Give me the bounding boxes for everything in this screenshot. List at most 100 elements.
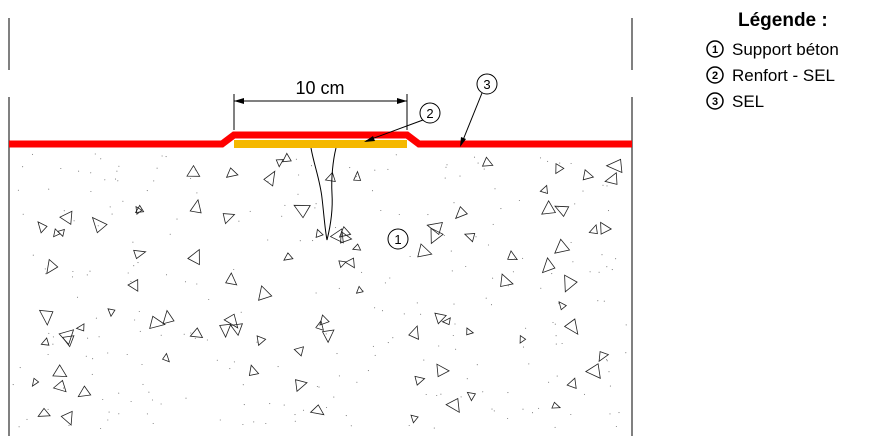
aggregate-dot [161, 155, 163, 157]
aggregate-dot [557, 302, 560, 304]
legend-item-2-circle [706, 66, 724, 84]
aggregate-stone [539, 184, 548, 195]
aggregate-dot [345, 415, 347, 417]
aggregate-dot [615, 425, 617, 428]
aggregate-dot [597, 300, 599, 302]
aggregate-stone [60, 410, 73, 426]
aggregate-stone [52, 379, 67, 393]
aggregate-dot [477, 162, 479, 164]
aggregate-stone [31, 377, 40, 387]
aggregate-dot [450, 250, 452, 252]
aggregate-dot [436, 394, 438, 397]
aggregate-dot [45, 273, 47, 275]
aggregate-dot [618, 412, 620, 414]
aggregate-stone [338, 225, 352, 238]
aggregate-dot [277, 366, 279, 368]
aggregate-stone [338, 260, 347, 269]
aggregate-stone [445, 397, 460, 414]
aggregate-stone [59, 210, 73, 226]
legend-item-2-number: 2 [712, 70, 718, 82]
aggregate-dot [606, 266, 608, 268]
aggregate-dot [387, 168, 389, 170]
aggregate-dot [312, 240, 314, 242]
aggregate-dot [538, 407, 540, 409]
aggregate-stone [281, 152, 292, 163]
aggregate-dot [492, 277, 494, 279]
aggregate-stone [604, 172, 618, 185]
aggregate-stone [283, 252, 294, 261]
aggregate-stone [275, 159, 285, 168]
aggregate-dot [233, 268, 235, 271]
aggregate-dot [310, 165, 313, 167]
aggregate-dot [98, 336, 100, 338]
aggregate-dot [92, 358, 94, 360]
aggregate-dot [90, 190, 92, 193]
aggregate-dot [315, 292, 317, 294]
aggregate-stone [315, 228, 324, 239]
aggregate-stone [329, 228, 344, 244]
aggregate-stone [353, 170, 362, 181]
aggregate-dot [63, 210, 65, 212]
aggregate-dot [19, 367, 21, 369]
aggregate-stone [46, 258, 59, 275]
aggregate-dot [603, 300, 605, 302]
aggregate-stone [134, 204, 145, 213]
aggregate-stone [56, 228, 65, 238]
aggregate-dot [302, 409, 305, 411]
aggregate-dot [133, 265, 135, 267]
aggregate-dot [184, 281, 187, 283]
aggregate-dot [126, 353, 128, 356]
aggregate-dot [117, 180, 119, 182]
aggregate-dot [216, 359, 218, 361]
aggregate-dot [625, 324, 627, 326]
aggregate-stone [133, 249, 147, 260]
aggregate-dot [452, 334, 454, 337]
legend: Légende : 1 Support béton 2 Renfort - SE… [706, 10, 839, 111]
aggregate-stone [551, 401, 562, 409]
aggregate-dot [445, 166, 447, 168]
aggregate-dot [146, 413, 148, 415]
aggregate-dot [606, 185, 608, 187]
aggregate-dot [381, 310, 384, 312]
aggregate-stone [351, 243, 362, 251]
aggregate-dot [561, 342, 563, 345]
aggregate-dot [269, 403, 271, 405]
concrete-aggregate-texture [12, 152, 627, 430]
aggregate-dot [87, 337, 89, 339]
aggregate-dot [525, 327, 527, 329]
aggregate-dot [196, 283, 198, 285]
aggregate-dot [458, 408, 460, 410]
aggregate-dot [427, 214, 429, 216]
aggregate-dot [116, 170, 118, 172]
aggregate-stone [454, 205, 469, 220]
aggregate-dot [333, 396, 335, 398]
aggregate-stone [563, 318, 579, 335]
aggregate-dot [556, 375, 558, 377]
aggregate-dot [240, 311, 242, 313]
aggregate-dot [242, 423, 244, 426]
legend-item-3-circle [706, 92, 724, 110]
aggregate-dot [466, 378, 468, 380]
aggregate-dot [299, 240, 301, 242]
aggregate-dot [141, 363, 143, 366]
aggregate-stone [223, 313, 239, 329]
aggregate-dot [130, 280, 132, 282]
aggregate-stone [564, 274, 578, 293]
aggregate-dot [90, 172, 92, 174]
callout-1-number: 1 [394, 232, 401, 247]
aggregate-dot [107, 352, 109, 354]
aggregate-dot [134, 319, 136, 321]
aggregate-dot [492, 223, 494, 225]
aggregate-stone [584, 363, 601, 379]
aggregate-dot [475, 236, 477, 238]
aggregate-stone [189, 327, 204, 338]
aggregate-dot [465, 265, 467, 268]
aggregate-dot [185, 397, 187, 399]
aggregate-dot [153, 180, 155, 182]
aggregate-dot [487, 244, 490, 246]
aggregate-stone [430, 227, 444, 245]
aggregate-dot [609, 385, 611, 387]
aggregate-dot [443, 234, 445, 237]
aggregate-dot [48, 188, 50, 190]
aggregate-stone [161, 352, 170, 363]
